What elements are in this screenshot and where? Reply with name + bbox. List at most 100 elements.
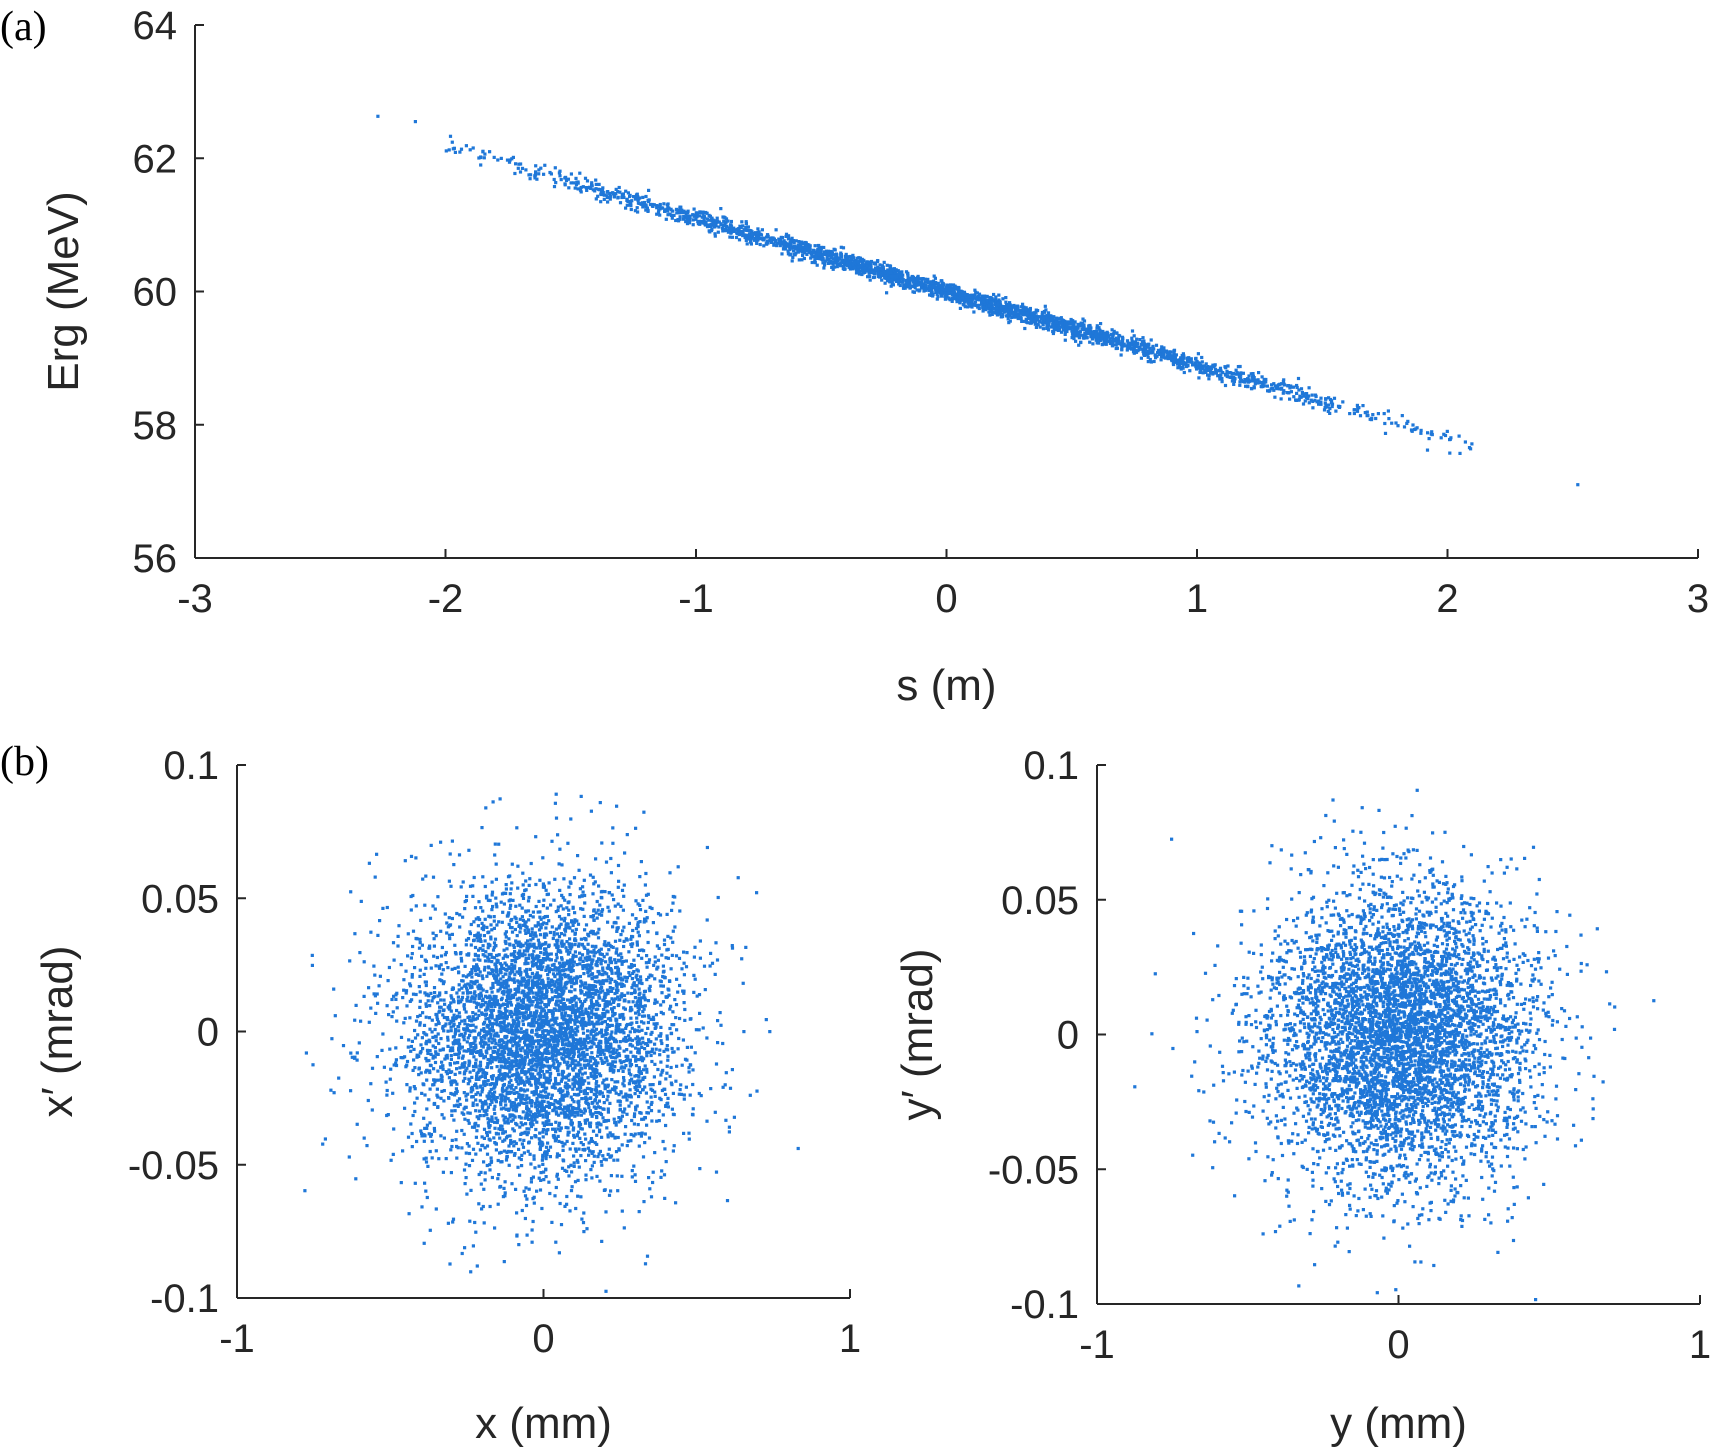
data-point-521 xyxy=(1130,339,1134,343)
data-point-2213 xyxy=(611,191,615,195)
data-point-1316 xyxy=(568,1109,572,1113)
data-point-529 xyxy=(583,176,588,180)
data-point-2256 xyxy=(735,231,739,235)
data-point-534 xyxy=(554,1079,558,1083)
data-point-718 xyxy=(1100,343,1104,347)
data-point-533 xyxy=(450,996,454,1000)
data-point-168 xyxy=(547,1009,551,1013)
data-point-1353 xyxy=(1299,387,1304,391)
data-point-1283 xyxy=(1250,379,1254,383)
data-point-2047 xyxy=(1358,414,1363,418)
data-point-465 xyxy=(823,259,827,263)
data-point-2181 xyxy=(1306,397,1310,401)
data-point-537 xyxy=(475,935,479,940)
data-point-1434 xyxy=(729,219,733,224)
data-point-1082 xyxy=(594,1033,598,1037)
data-point-1682 xyxy=(499,1056,503,1060)
data-point-425 xyxy=(883,281,887,285)
data-point-2478 xyxy=(958,290,963,294)
data-point-2408 xyxy=(817,253,822,257)
data-point-2224 xyxy=(409,1122,413,1126)
data-point-951 xyxy=(1008,301,1012,305)
data-point-1207 xyxy=(983,302,987,306)
data-point-2522 xyxy=(1025,311,1029,315)
data-point-1191 xyxy=(449,1171,453,1175)
data-point-324 xyxy=(590,1001,594,1005)
data-point-2134 xyxy=(851,262,855,266)
data-point-1356 xyxy=(1003,308,1007,312)
data-point-1357 xyxy=(370,1108,374,1112)
data-point-2277 xyxy=(857,272,862,276)
data-point-2254 xyxy=(644,893,649,897)
data-point-2308 xyxy=(963,300,967,304)
data-point-445 xyxy=(616,190,620,194)
data-point-1349 xyxy=(593,1013,597,1017)
y-tick-label: 64 xyxy=(133,4,178,48)
data-point-2211 xyxy=(1394,421,1398,425)
data-point-1948 xyxy=(1182,362,1186,366)
data-point-1854 xyxy=(619,1117,623,1121)
data-point-1434 xyxy=(577,1061,581,1065)
data-point-1609 xyxy=(482,1221,486,1225)
data-point-103 xyxy=(475,1115,479,1119)
data-point-1949 xyxy=(1302,394,1306,398)
data-point-2239 xyxy=(1262,377,1266,382)
data-point-2140 xyxy=(594,178,598,182)
data-point-1669 xyxy=(939,279,943,283)
data-point-1248 xyxy=(687,1131,691,1135)
data-point-492 xyxy=(746,225,750,229)
data-point-1917 xyxy=(536,956,540,960)
data-point-1996 xyxy=(548,930,552,935)
data-point-1542 xyxy=(1152,347,1156,351)
data-point-2138 xyxy=(604,1158,608,1162)
data-point-1169 xyxy=(413,1101,417,1105)
data-point-1474 xyxy=(1213,367,1217,371)
data-point-2581 xyxy=(955,286,959,290)
data-point-941 xyxy=(705,1119,709,1123)
data-point-1371 xyxy=(995,303,999,307)
data-point-902 xyxy=(1052,315,1056,319)
data-point-516 xyxy=(542,1009,547,1013)
data-point-847 xyxy=(821,257,825,261)
data-point-383 xyxy=(496,1177,500,1181)
data-point-2135 xyxy=(1025,307,1029,312)
data-point-532 xyxy=(762,244,766,248)
data-point-1823 xyxy=(422,1241,426,1245)
data-point-2527 xyxy=(658,207,662,211)
data-point-2027 xyxy=(891,283,895,287)
data-point-1410 xyxy=(516,984,521,988)
data-point-1806 xyxy=(446,966,450,970)
data-point-1211 xyxy=(561,1042,565,1047)
data-point-2166 xyxy=(481,1045,485,1049)
data-point-2130 xyxy=(1197,376,1201,380)
data-point-932 xyxy=(429,1134,433,1138)
data-point-1495 xyxy=(549,1043,553,1047)
data-point-1385 xyxy=(504,1158,509,1162)
data-point-2268 xyxy=(643,1262,648,1266)
data-point-1279 xyxy=(568,1147,572,1151)
data-point-750 xyxy=(660,1041,664,1046)
data-point-2032 xyxy=(1199,369,1203,373)
data-point-525 xyxy=(439,1037,443,1041)
data-point-1737 xyxy=(1120,348,1124,352)
data-point-258 xyxy=(1325,405,1329,409)
data-point-2184 xyxy=(997,304,1001,308)
data-point-2094 xyxy=(1052,318,1056,322)
data-point-1157 xyxy=(1279,397,1283,401)
data-point-925 xyxy=(599,1041,603,1045)
data-point-2010 xyxy=(949,283,953,287)
data-point-1266 xyxy=(449,884,453,888)
data-point-2136 xyxy=(437,1021,441,1026)
data-point-1938 xyxy=(749,237,753,241)
data-point-2279 xyxy=(614,1091,618,1095)
data-point-1457 xyxy=(678,211,682,215)
data-point-99 xyxy=(602,1101,606,1105)
data-point-762 xyxy=(488,1130,492,1134)
data-point-645 xyxy=(538,915,542,919)
data-point-1258 xyxy=(634,1055,638,1059)
data-point-108 xyxy=(569,1095,573,1099)
data-point-153 xyxy=(396,934,400,938)
data-point-1645 xyxy=(527,1048,531,1052)
data-point-2546 xyxy=(1080,327,1084,331)
data-point-1616 xyxy=(541,1162,545,1166)
